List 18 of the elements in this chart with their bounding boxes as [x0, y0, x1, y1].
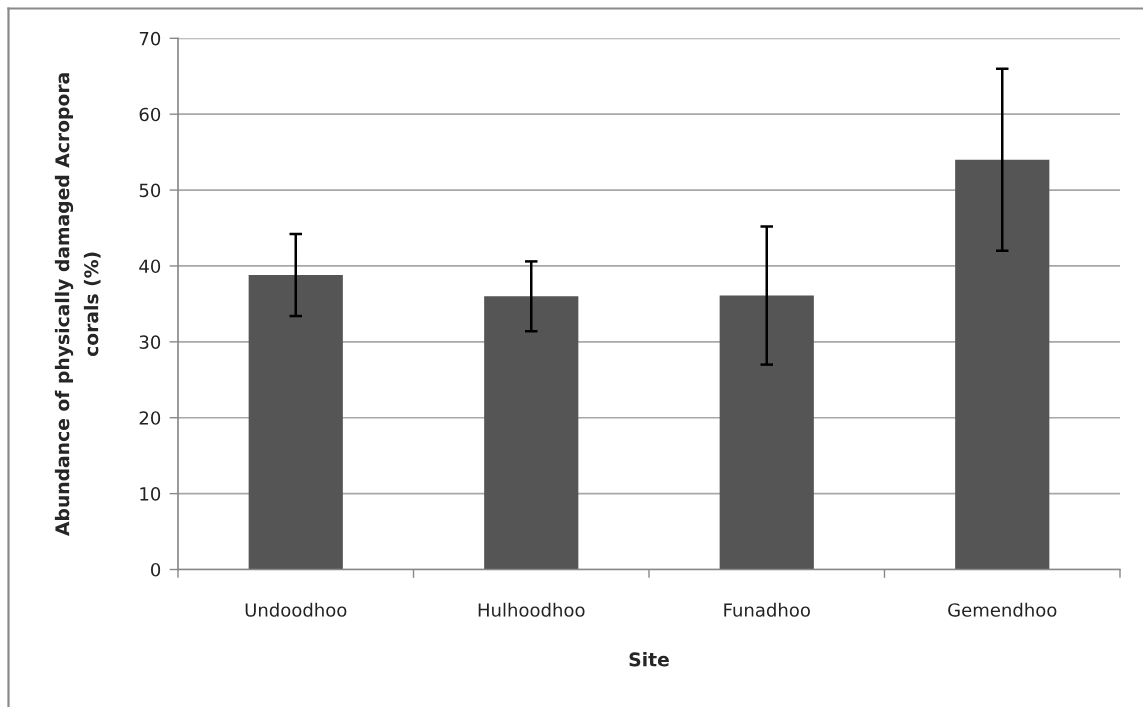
bar: [719, 295, 814, 570]
y-tick-label: 30: [139, 335, 161, 349]
x-tick-label: Funadhoo: [724, 602, 810, 617]
bar: [484, 296, 579, 570]
bar: [955, 159, 1050, 570]
y-tick-label: 70: [139, 31, 161, 46]
y-axis-title: Abundance of physically damaged Acropora corals (%): [54, 73, 101, 536]
y-tick-label: 0: [151, 562, 161, 577]
y-tick-label: 10: [140, 487, 161, 501]
x-tick-label: Hulhoodhoo: [478, 602, 585, 617]
x-axis-title: Site: [629, 652, 669, 667]
bar: [248, 275, 343, 570]
x-tick-label: Gemendhoo: [948, 602, 1057, 617]
y-tick-label: 50: [139, 183, 161, 198]
x-tick-label: Undoodhoo: [245, 602, 347, 617]
y-tick-label: 60: [139, 107, 161, 122]
y-tick-label: 20: [139, 411, 161, 425]
y-tick-label: 40: [139, 259, 161, 274]
